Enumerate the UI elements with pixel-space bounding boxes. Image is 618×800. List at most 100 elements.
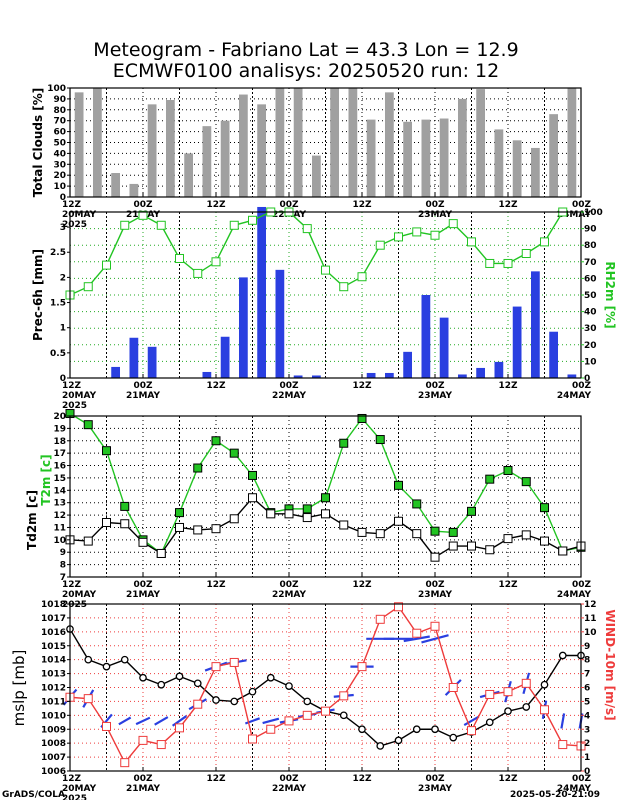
temp-ytick-label: 7 <box>60 573 66 583</box>
wind-barb <box>118 716 132 726</box>
precip-y2tick-label: 30 <box>584 324 597 334</box>
precip-y2tick-label: 70 <box>584 258 597 268</box>
clouds-xtick-label: 00Z <box>572 200 592 210</box>
precip-bar <box>549 331 559 378</box>
wind-point <box>229 657 239 667</box>
rh-point <box>120 220 130 230</box>
precip-y2tick-label: 80 <box>584 241 597 251</box>
mslp-xtick-label: 12Z <box>206 774 226 784</box>
precip-bar <box>439 317 449 378</box>
cloud-bar <box>439 118 449 197</box>
mslp-point <box>558 651 567 660</box>
clouds-xtick-label: 00Z <box>279 200 299 210</box>
precip-y2tick-label: 100 <box>584 208 603 218</box>
temp-ytick-label: 14 <box>53 486 66 496</box>
mslp-y2tick-label: 1 <box>584 753 590 763</box>
rh-point <box>357 272 367 282</box>
t2m-point <box>102 446 111 456</box>
t2m-point <box>540 503 549 513</box>
precip-xtick-label: 12Z <box>62 381 82 391</box>
wind-point <box>156 740 166 750</box>
mslp-point <box>84 655 93 664</box>
cloud-bar <box>457 98 467 197</box>
rh-point <box>321 265 330 275</box>
t2m-point <box>485 474 495 484</box>
precip-ytick-label: 3 <box>60 223 66 233</box>
wind-point <box>540 705 549 715</box>
mslp-ytick-label: 1015 <box>41 642 66 652</box>
temp-xtick-label-date: 23MAY <box>418 590 453 600</box>
precip-y2tick-label: 40 <box>584 308 597 318</box>
mslp-ytick-label: 1007 <box>41 753 66 763</box>
mslp-point <box>431 725 439 734</box>
precip-y2tick-label: 50 <box>584 291 597 301</box>
precip-xtick-label: 12Z <box>352 381 372 391</box>
clouds-ytick-label: 80 <box>53 106 66 116</box>
rh-point <box>193 268 203 278</box>
td2m-point <box>211 524 221 534</box>
precip-xtick-label: 00Z <box>425 381 445 391</box>
clouds-xtick-label-date: 20MAY <box>62 210 97 220</box>
rh-point <box>521 249 531 258</box>
t2m-point <box>193 463 203 473</box>
mslp-point <box>394 736 403 745</box>
t2m-point <box>211 436 221 446</box>
precip-bar <box>275 269 285 378</box>
td2m-point <box>558 546 568 556</box>
rh-point <box>375 240 385 250</box>
temp-year-label: 2025 <box>62 600 87 610</box>
mslp-xtick-label: 00Z <box>425 774 445 784</box>
clouds-xtick-label: 00Z <box>133 200 153 210</box>
mslp-point <box>449 733 458 742</box>
t2m-point <box>120 501 130 511</box>
td2m-point <box>394 516 403 526</box>
mslp-point <box>339 711 348 720</box>
mslp-point <box>157 680 166 689</box>
precip-bar <box>494 361 504 378</box>
mslp-y2tick-label: 4 <box>584 711 590 721</box>
precip-xtick-label: 12Z <box>206 381 226 391</box>
td2m-point <box>540 536 549 546</box>
cloud-bar <box>512 140 522 197</box>
precip-ylabel: Prec-6h [mm] <box>31 249 45 341</box>
mslp-ytick-label: 1017 <box>41 614 66 624</box>
mslp-xtick-label-date: 21MAY <box>126 784 161 794</box>
cloud-bar <box>494 129 504 197</box>
cloud-bar <box>530 147 540 197</box>
clouds-xtick-label: 12Z <box>352 200 372 210</box>
td2m-point <box>485 545 495 555</box>
t2m-point <box>521 477 531 487</box>
temp-ytick-label: 15 <box>53 474 66 484</box>
td2m-point <box>321 509 330 519</box>
mslp-ytick-label: 1008 <box>41 739 66 749</box>
t2m-point <box>394 480 403 490</box>
t2m-point <box>467 506 476 516</box>
temp-frame <box>69 415 582 578</box>
mslp-xtick-label: 00Z <box>572 774 592 784</box>
temp-ytick-label: 8 <box>60 561 66 571</box>
t2m-point <box>229 448 239 458</box>
temp-ytick-label: 12 <box>53 511 66 521</box>
temp-ytick-label: 19 <box>53 424 66 434</box>
td2m-point <box>412 529 422 539</box>
mslp-point <box>303 697 312 706</box>
mslp-point <box>120 655 129 664</box>
wind-point <box>193 699 203 709</box>
wind-point <box>120 758 130 768</box>
wind-barb <box>154 716 169 726</box>
rh-ylabel: RH2m [%] <box>603 261 617 328</box>
clouds-ytick-label: 30 <box>53 160 66 170</box>
mslp-point <box>485 718 494 727</box>
mslp-y2tick-label: 12 <box>584 600 597 610</box>
precip-bar <box>457 374 467 378</box>
mslp-ytick-label: 1006 <box>41 767 66 777</box>
precip-y2tick-label: 60 <box>584 274 597 284</box>
cloud-bar <box>330 88 340 197</box>
mslp-ytick-label: 1009 <box>41 725 66 735</box>
wind-point <box>248 734 257 744</box>
wind-point <box>467 726 476 736</box>
mslp-point <box>376 742 385 750</box>
temp-xtick-label: 12Z <box>498 580 518 590</box>
clouds-xtick-label: 00Z <box>425 200 445 210</box>
